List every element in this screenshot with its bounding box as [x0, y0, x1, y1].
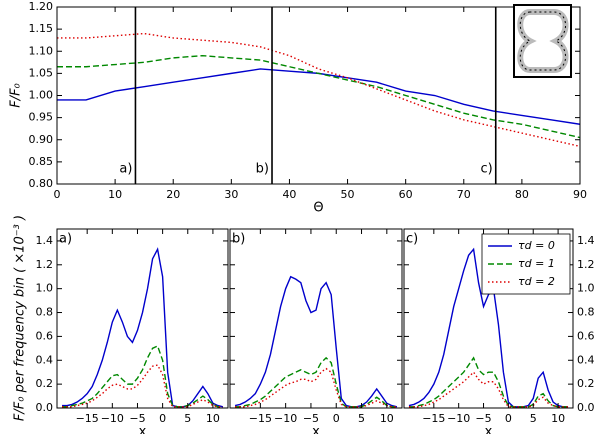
annotation-label: c)	[481, 162, 493, 177]
x-tick-label: −15	[422, 412, 445, 425]
y-tick-label: 1.00	[29, 89, 54, 102]
y-tick-label: 0.85	[29, 155, 54, 168]
y-tick-label: 0.4	[36, 353, 54, 366]
x-tick-label: −5	[475, 412, 491, 425]
x-tick-label: 10	[206, 412, 220, 425]
x-tick-label: −5	[303, 412, 319, 425]
panel-label: b)	[232, 232, 245, 247]
series-line	[62, 247, 224, 408]
y-tick-label: 1.0	[36, 282, 54, 295]
x-tick-label: 10	[108, 188, 122, 201]
x-tick-label: 0	[505, 412, 512, 425]
y-tick-label: 0.80	[29, 177, 54, 190]
x-axis-label: x	[312, 425, 320, 434]
x-tick-label: 5	[358, 412, 365, 425]
y-tick-label: 1.2	[577, 258, 595, 271]
y-axis-label: F/F₀ per frequency bin ( ×10⁻³ )	[13, 215, 28, 421]
y-tick-label: 0.4	[577, 353, 595, 366]
series-line	[57, 54, 580, 139]
x-axis-label: x	[139, 425, 147, 434]
x-tick-label: 0	[159, 412, 166, 425]
x-tick-label: −10	[101, 412, 124, 425]
x-tick-label: −15	[249, 412, 272, 425]
x-tick-label: 5	[530, 412, 537, 425]
y-tick-label: 1.15	[29, 22, 54, 35]
panel-label: c)	[406, 232, 418, 247]
plot-frame	[56, 228, 229, 409]
x-tick-label: −10	[274, 412, 297, 425]
y-tick-label: 1.2	[36, 258, 54, 271]
inset-icon	[513, 4, 572, 78]
plot-frame	[229, 228, 403, 409]
y-tick-label: 1.4	[577, 234, 595, 247]
x-axis-label: x	[485, 425, 493, 434]
y-tick-label: 0.8	[577, 306, 595, 319]
annotation-label: a)	[119, 162, 132, 177]
plot-area	[57, 7, 580, 184]
series-line	[408, 356, 569, 408]
series-line	[235, 356, 397, 408]
plot-area	[230, 229, 402, 408]
panel-label: a)	[59, 232, 72, 247]
y-tick-label: 1.20	[29, 0, 54, 13]
plot-frame	[56, 6, 581, 185]
x-tick-label: 40	[282, 188, 296, 201]
y-tick-label: 1.4	[36, 234, 54, 247]
y-tick-label: 1.05	[29, 66, 54, 79]
series-line	[408, 247, 569, 408]
series-line	[62, 344, 223, 408]
x-tick-label: 10	[380, 412, 394, 425]
y-tick-label: 0.8	[36, 306, 54, 319]
plot-frame	[403, 228, 574, 409]
y-tick-label: 1.0	[577, 282, 595, 295]
x-tick-label: 80	[515, 188, 529, 201]
series-line	[235, 367, 397, 408]
legend-label: τd = 0	[518, 239, 555, 252]
x-axis-label: Θ	[313, 201, 323, 216]
y-tick-label: 0.0	[577, 401, 595, 414]
x-tick-label: −10	[447, 412, 470, 425]
y-tick-label: 0.95	[29, 111, 54, 124]
annotation-label: b)	[256, 162, 269, 177]
x-tick-label: 0	[333, 412, 340, 425]
x-tick-label: 30	[224, 188, 238, 201]
x-tick-label: 70	[457, 188, 471, 201]
x-tick-label: −5	[129, 412, 145, 425]
x-tick-label: 10	[551, 412, 565, 425]
y-axis-label: F/F₀	[9, 82, 24, 107]
series-line	[234, 275, 398, 408]
legend-label: τd = 2	[518, 275, 555, 288]
x-tick-label: 5	[184, 412, 191, 425]
y-tick-label: 1.10	[29, 44, 54, 57]
x-tick-label: 20	[166, 188, 180, 201]
x-tick-label: 0	[54, 188, 61, 201]
y-tick-label: 0.2	[577, 377, 595, 390]
y-tick-label: 0.6	[577, 329, 595, 342]
x-tick-label: 50	[341, 188, 355, 201]
x-tick-label: 90	[573, 188, 587, 201]
legend-label: τd = 1	[518, 257, 555, 270]
x-tick-label: 60	[399, 188, 413, 201]
y-tick-label: 0.90	[29, 133, 54, 146]
y-tick-label: 0.6	[36, 329, 54, 342]
x-tick-label: −15	[76, 412, 99, 425]
legend-box	[481, 233, 571, 295]
plot-area	[57, 229, 228, 408]
y-tick-label: 0.2	[36, 377, 54, 390]
y-tick-label: 0.0	[36, 401, 54, 414]
series-line	[408, 371, 569, 408]
